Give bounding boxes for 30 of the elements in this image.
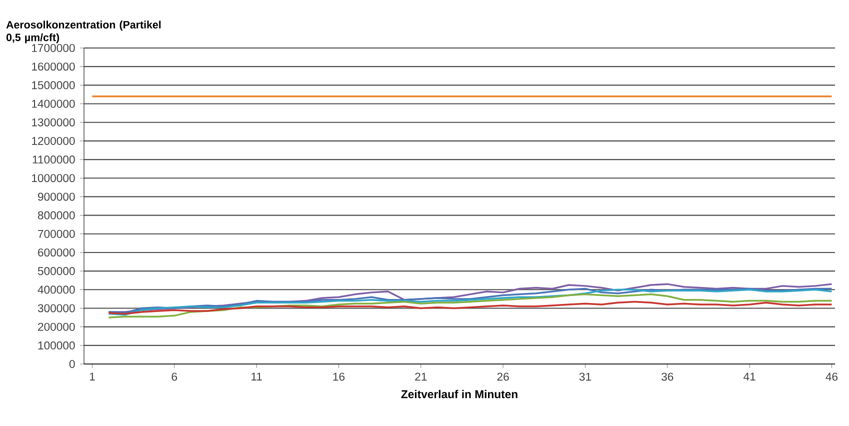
y-tick-label: 600000 [38,248,75,256]
x-tick-label: 31 [579,372,591,381]
x-axis-title: Zeitverlauf in Minuten [401,390,518,398]
y-tick-label: 1400000 [32,100,75,108]
x-tick-label: 26 [497,372,509,381]
y-tick-label: 500000 [38,267,75,276]
y-tick-label: 800000 [38,211,75,220]
x-tick-label: 36 [662,372,674,381]
x-tick-label: 1 [90,372,95,381]
x-tick-label: 11 [252,372,262,381]
y-tick-label: 100000 [38,341,75,350]
y-tick-label: 1300000 [32,118,75,126]
y-tick-label: 300000 [38,304,75,312]
y-tick-label: 0 [69,360,75,368]
y-tick-label: 200000 [38,322,75,331]
y-tick-label: 1600000 [32,62,75,71]
x-tick-label: 6 [172,372,178,381]
x-tick-label: 41 [744,372,756,381]
y-tick-label: 900000 [38,192,75,201]
y-tick-label: 1000000 [32,174,75,182]
y-tick-label: 1500000 [32,81,75,90]
y-tick-label: 700000 [38,230,75,238]
y-tick-label: 400000 [38,286,75,294]
y-tick-label: 1700000 [32,44,75,52]
y-tick-label: 1100000 [32,156,75,164]
x-tick-label: 46 [826,372,838,381]
x-tick-label: 16 [333,372,345,381]
x-tick-label: 21 [415,372,427,381]
y-tick-label: 1200000 [32,136,75,145]
y-axis-title: Aerosolkonzentration (Partikel 0,5 µm/cft) [6,20,161,44]
